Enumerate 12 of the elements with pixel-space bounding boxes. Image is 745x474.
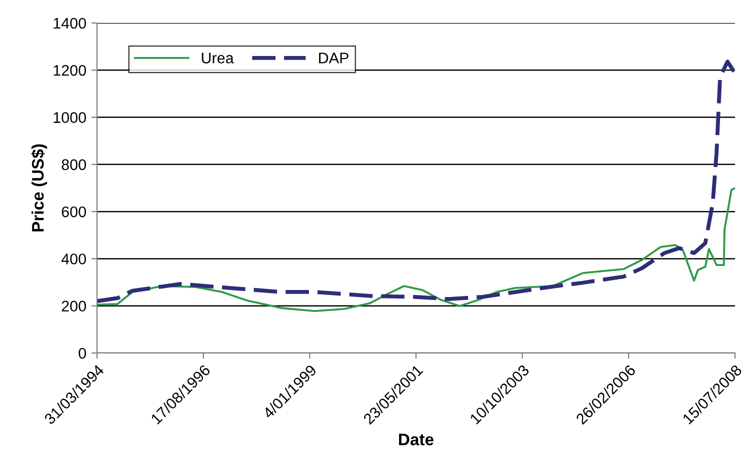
y-tick-label: 0 <box>78 348 86 359</box>
y-axis-title: Price (US$) <box>31 144 48 232</box>
x-axis-title: Date <box>399 434 434 446</box>
legend-label: Urea <box>202 52 234 64</box>
y-tick-label: 800 <box>62 159 86 170</box>
y-tick-label: 600 <box>62 206 86 218</box>
y-tick-label: 1200 <box>54 65 86 76</box>
y-tick-label: 1400 <box>54 18 86 29</box>
legend-label: DAP <box>319 52 348 64</box>
y-tick-label: 200 <box>62 300 86 312</box>
y-tick-label: 400 <box>61 254 86 264</box>
y-tick-label: 1000 <box>54 112 86 123</box>
